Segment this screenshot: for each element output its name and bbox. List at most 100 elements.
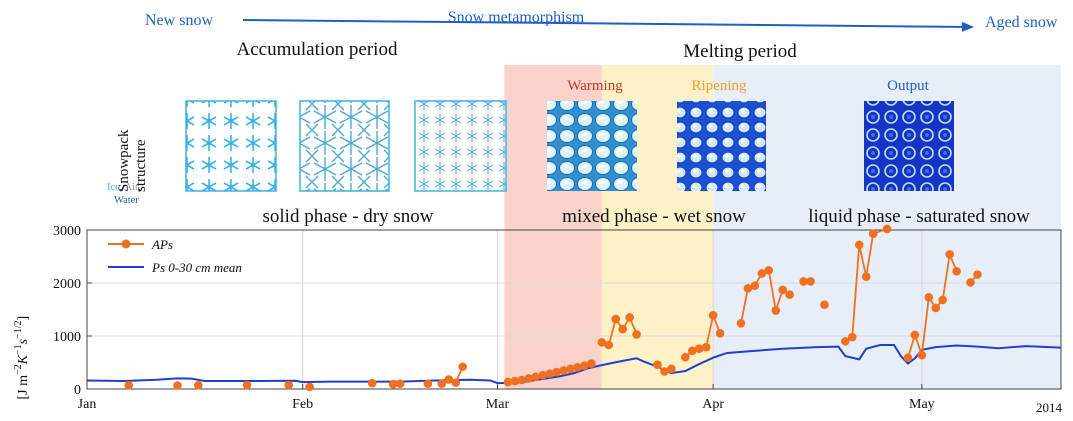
legend-aps-marker <box>121 239 131 249</box>
aps-point <box>945 250 954 259</box>
y-axis-label-part: −1/2 <box>13 321 24 339</box>
solid-phase-label: solid phase - dry snow <box>263 206 434 227</box>
aps-point <box>924 293 934 302</box>
aps-point <box>660 367 669 376</box>
aps-point <box>694 344 704 354</box>
stage-warming-label: Warming <box>567 78 623 94</box>
aps-point <box>604 340 614 350</box>
aps-point <box>517 375 527 385</box>
aps-point <box>806 277 815 286</box>
aps-point <box>524 374 534 383</box>
chart-legend: APs Ps 0-30 cm mean <box>108 237 242 275</box>
aps-point <box>173 381 182 390</box>
aps-point <box>687 346 697 356</box>
y-axis: 0 1000 2000 3000 <box>53 224 92 398</box>
aps-point <box>587 359 596 368</box>
aps-point <box>966 278 975 287</box>
aps-point <box>388 379 398 389</box>
aps-point <box>653 360 662 369</box>
aps-point <box>552 367 561 377</box>
side-label-line1: Snowpack <box>116 129 132 192</box>
legend-ice-air-water: Ice, Air, <box>107 182 141 193</box>
aps-point <box>305 382 314 392</box>
x-tick-label: Apr <box>702 397 724 412</box>
aps-point <box>952 267 961 276</box>
aps-point <box>618 324 627 334</box>
accumulation-period-label: Accumulation period <box>237 39 398 60</box>
x-tick-label: Feb <box>292 397 313 412</box>
aps-point <box>367 378 377 388</box>
aps-point <box>764 265 774 275</box>
new-snow-label: New snow <box>145 12 213 29</box>
aps-point <box>750 281 760 290</box>
x-tick-label: May <box>909 397 935 412</box>
aps-point <box>124 380 134 390</box>
x-axis: Jan Feb Mar Apr May <box>78 384 935 412</box>
snow-image-output <box>864 101 954 191</box>
aps-point <box>973 270 982 279</box>
stage-ripening-label: Ripening <box>692 78 747 94</box>
snow-image-fine-grain <box>414 100 507 192</box>
y-tick-label: 3000 <box>53 224 81 239</box>
aps-point <box>771 306 781 315</box>
y-axis-label-part: s <box>16 338 31 344</box>
legend-aps-label: APs <box>151 237 173 252</box>
aps-point <box>284 380 294 390</box>
aps-point <box>854 240 864 250</box>
snow-image-ripening <box>677 101 766 191</box>
aps-point <box>545 369 554 378</box>
aps-point <box>437 379 447 389</box>
aps-point <box>917 350 927 360</box>
aps-point <box>503 377 513 387</box>
aps-point <box>566 364 575 374</box>
aps-point <box>458 362 467 372</box>
snow-image-decomposing <box>299 100 390 192</box>
snow-metamorphism-label: Snow metamorphism <box>448 9 585 26</box>
aps-point <box>701 342 711 352</box>
aps-point <box>559 366 568 375</box>
aps-point <box>667 364 676 374</box>
aps-point <box>938 295 948 305</box>
aps-point <box>882 224 892 234</box>
mixed-phase-label: mixed phase - wet snow <box>562 206 746 227</box>
chart: 0 1000 2000 3000 Jan Feb Mar Apr May [J m−2K−1s… <box>13 224 1063 415</box>
side-label-line2: structure <box>133 139 149 192</box>
aps-point <box>868 229 878 239</box>
ice-word: Ice <box>107 182 120 193</box>
aps-point <box>715 329 725 338</box>
aps-point <box>799 277 808 286</box>
air-word: Air <box>125 182 140 193</box>
plot-frame <box>86 229 1062 390</box>
y-axis-label-part: K <box>16 354 31 365</box>
x-tick-label: Jan <box>78 397 97 412</box>
melting-period-label: Melting period <box>683 41 797 62</box>
aps-point <box>531 372 541 382</box>
x-tick-label: Mar <box>486 397 510 412</box>
snowpack-structure-label: Snowpack structure Ice, Air, Water <box>107 129 149 206</box>
aps-point <box>841 337 850 346</box>
aps-point <box>538 370 547 380</box>
y-tick-label: 1000 <box>53 330 81 345</box>
aps-point <box>242 380 252 390</box>
aps-point <box>910 330 920 340</box>
aps-point <box>931 303 941 313</box>
aps-point <box>861 272 871 281</box>
y-tick-label: 0 <box>74 383 81 398</box>
year-label: 2014 <box>1036 400 1063 415</box>
y-axis-label-part: ] <box>16 316 31 321</box>
y-axis-label-part: −1 <box>13 344 24 355</box>
aged-snow-label: Aged snow <box>985 14 1058 31</box>
series-aps <box>124 224 982 392</box>
metamorphism-arrow <box>242 19 974 32</box>
aps-point <box>847 332 857 342</box>
water-word: Water <box>114 195 139 206</box>
aps-point <box>903 353 913 363</box>
aps-point <box>708 311 718 320</box>
aps-point <box>444 375 454 384</box>
aps-point <box>820 300 829 310</box>
aps-point <box>510 376 520 386</box>
y-tick-label: 2000 <box>53 277 81 292</box>
aps-point <box>423 379 433 389</box>
stage-output-label: Output <box>887 78 930 94</box>
